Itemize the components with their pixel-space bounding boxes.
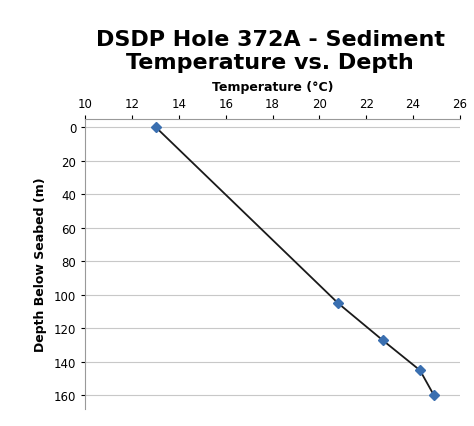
X-axis label: Temperature (°C): Temperature (°C) xyxy=(212,81,333,93)
Y-axis label: Depth Below Seabed (m): Depth Below Seabed (m) xyxy=(34,177,47,351)
Text: DSDP Hole 372A - Sediment
Temperature vs. Depth: DSDP Hole 372A - Sediment Temperature vs… xyxy=(96,29,445,73)
